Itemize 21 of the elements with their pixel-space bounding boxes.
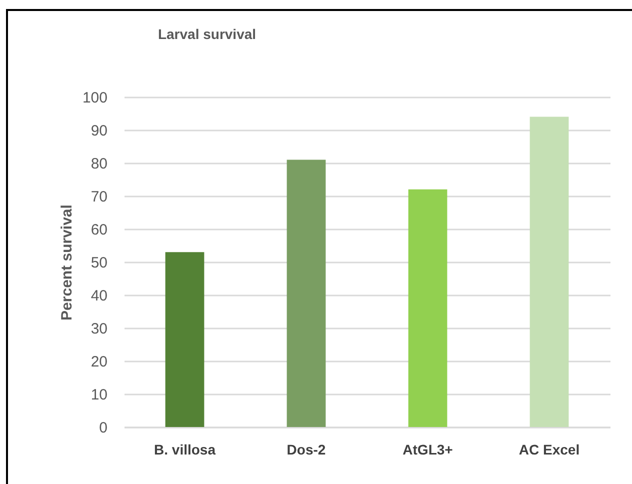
y-tick-label: 100 [82, 90, 108, 106]
y-tick-label: 40 [90, 288, 108, 304]
bar [165, 252, 204, 427]
y-tick-label: 70 [90, 188, 108, 206]
y-tick-label: 10 [90, 386, 108, 404]
x-tick-label: B. villosa [154, 442, 216, 458]
x-tick-label: AC Excel [518, 442, 580, 458]
bar [530, 116, 569, 427]
y-tick-label: 60 [90, 222, 108, 238]
bar [286, 160, 326, 427]
x-tick-label: AtGL3+ [402, 442, 453, 458]
y-axis-title: Percent survival [58, 204, 76, 320]
y-tick-label: 0 [99, 420, 108, 436]
chart-title: Larval survival [158, 26, 256, 42]
bar [408, 189, 448, 427]
y-tick-label: 30 [90, 320, 108, 338]
y-tick-label: 20 [90, 354, 108, 370]
x-tick-label: Dos-2 [286, 442, 326, 458]
y-tick-label: 80 [90, 156, 108, 172]
y-tick-label: 50 [90, 254, 108, 272]
y-tick-label: 90 [90, 122, 108, 140]
